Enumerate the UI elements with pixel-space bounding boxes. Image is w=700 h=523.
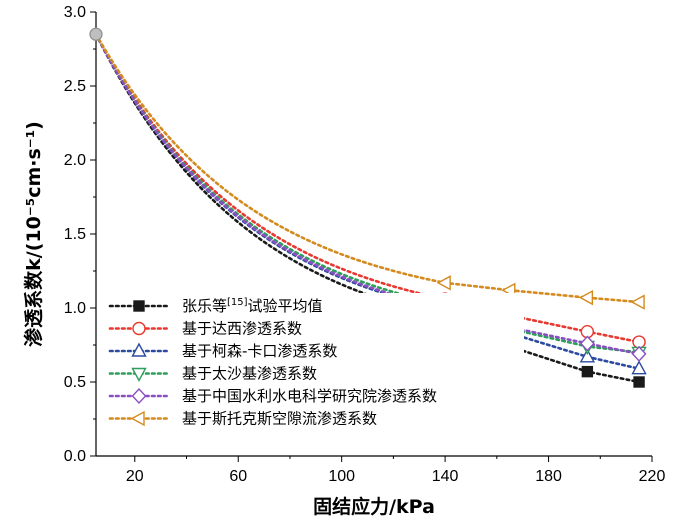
y-tick-label: 3.0 [64,4,86,21]
series-5 [94,32,645,310]
data-point [579,348,596,363]
data-point [630,294,645,310]
legend-item: 基于斯托克斯空隙流渗透系数 [108,410,377,428]
y-tick-label: 1.0 [64,300,86,317]
x-tick-label: 140 [432,468,459,485]
legend-label: 基于太沙基渗透系数 [182,365,317,383]
y-tick-label: 0.0 [64,448,86,465]
data-point [579,335,595,352]
legend-marker [131,342,147,357]
x-tick-label: 20 [126,468,144,485]
y-tick-label: 0.5 [64,374,86,391]
data-point [578,289,594,306]
series-start-point [89,27,103,41]
legend: 张乐等[15]试验平均值基于达西渗透系数基于柯森-卡口渗透系数基于太沙基渗透系数… [104,293,524,434]
legend-label: 基于中国水利水电科学研究院渗透系数 [182,387,437,405]
x-tick-label: 180 [535,468,562,485]
legend-marker [130,410,145,427]
legend-marker [131,387,147,405]
data-point [436,275,451,291]
legend-marker [131,367,147,382]
data-point [581,365,594,378]
x-tick-label: 220 [639,468,666,485]
x-tick-label: 100 [328,468,355,485]
y-tick-label: 2.5 [64,78,86,95]
legend-background [104,293,524,434]
legend-marker [132,321,146,336]
legend-label: 张乐等[15]试验平均值 [182,297,323,315]
data-point [631,345,647,362]
x-tick-label: 60 [229,468,247,485]
ticks: 20 60 100 140 180 220 0.0 0.5 1.0 1.5 2.0 2.5 3.0 [64,4,666,485]
data-point [633,376,645,388]
legend-label: 基于达西渗透系数 [182,320,302,338]
y-axis-title: 渗透系数k/(10⁻⁵cm·s⁻¹) [22,121,45,347]
legend-item: 基于柯森-卡口渗透系数 [108,342,337,360]
data-point [89,27,103,41]
x-axis-title: 固结应力/kPa [313,495,435,518]
legend-marker [133,300,145,312]
legend-item: 基于太沙基渗透系数 [108,365,317,383]
series-line [94,32,641,384]
legend-label: 基于柯森-卡口渗透系数 [182,342,337,360]
y-tick-label: 1.5 [64,226,86,243]
legend-item: 基于中国水利水电科学研究院渗透系数 [108,387,437,405]
y-tick-label: 2.0 [64,152,86,169]
series-line [94,32,641,304]
legend-item: 张乐等[15]试验平均值 [108,297,323,315]
data-point [631,360,647,375]
legend-item: 基于达西渗透系数 [108,320,302,338]
legend-label: 基于斯托克斯空隙流渗透系数 [182,410,377,428]
